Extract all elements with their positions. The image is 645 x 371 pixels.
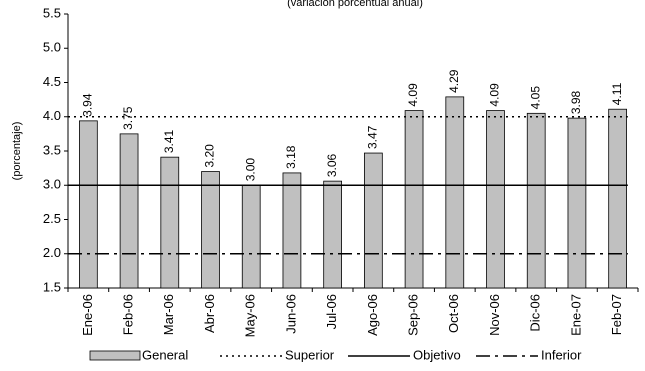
bar [404, 110, 424, 289]
value-label: 3.47 [366, 125, 380, 149]
legend-label: Inferior [541, 347, 582, 362]
y-tick-label: 5.0 [43, 40, 61, 55]
bar [282, 172, 302, 289]
value-label: 3.98 [569, 90, 583, 114]
x-tick-label: Feb-06 [121, 294, 136, 335]
bar [79, 120, 98, 289]
bar [363, 152, 383, 289]
chart-subtitle: (variación porcentual anual) [287, 0, 423, 9]
y-tick-label: 3.5 [43, 142, 61, 157]
y-tick-label: 4.5 [43, 74, 61, 89]
y-tick-label: 2.0 [43, 245, 61, 260]
value-label: 3.18 [284, 145, 298, 169]
bar [160, 156, 180, 289]
legend-label: Superior [285, 347, 335, 362]
x-tick-label: Ago-06 [365, 294, 380, 336]
y-tick-label: 4.0 [43, 108, 61, 123]
x-tick-label: Ene-07 [568, 294, 583, 336]
value-label: 3.06 [325, 153, 339, 177]
bar [486, 110, 505, 289]
x-tick-label: Abr-06 [202, 294, 217, 333]
x-tick-label: Dic-06 [528, 294, 543, 332]
y-tick-label: 2.5 [43, 211, 61, 226]
x-tick-label: Oct-06 [446, 294, 461, 333]
y-axis-label: (porcentaje) [11, 122, 23, 181]
x-tick-label: Nov-06 [487, 294, 502, 336]
bar [608, 108, 628, 289]
bar [201, 171, 220, 289]
value-label: 4.05 [528, 86, 542, 110]
value-label: 3.00 [243, 158, 257, 182]
value-label: 4.09 [488, 83, 502, 107]
x-tick-label: Feb-07 [609, 294, 624, 335]
x-tick-label: Jul-06 [324, 294, 339, 329]
value-label: 3.41 [162, 129, 176, 153]
x-tick-label: Sep-06 [406, 294, 421, 336]
value-label: 4.29 [447, 69, 461, 93]
value-label: 3.20 [203, 144, 217, 168]
y-tick-label: 3.0 [43, 177, 61, 192]
value-label: 4.11 [610, 82, 624, 105]
value-label: 4.09 [406, 83, 420, 107]
x-tick-label: Ene-06 [80, 294, 95, 336]
value-label: 3.75 [121, 106, 135, 130]
x-tick-label: Mar-06 [161, 294, 176, 335]
x-tick-label: May-06 [243, 294, 258, 337]
bar [567, 117, 587, 289]
bar [241, 184, 261, 289]
legend-label: General [142, 347, 188, 362]
legend-label: Objetivo [413, 347, 461, 362]
bar [323, 180, 342, 289]
y-tick-label: 1.5 [43, 279, 61, 294]
bar [445, 96, 465, 289]
bar [119, 133, 139, 289]
legend-swatch [89, 350, 141, 361]
value-label: 3.94 [81, 93, 95, 117]
bar [526, 112, 546, 289]
y-tick-label: 5.5 [43, 5, 61, 20]
x-tick-label: Jun-06 [283, 294, 298, 334]
